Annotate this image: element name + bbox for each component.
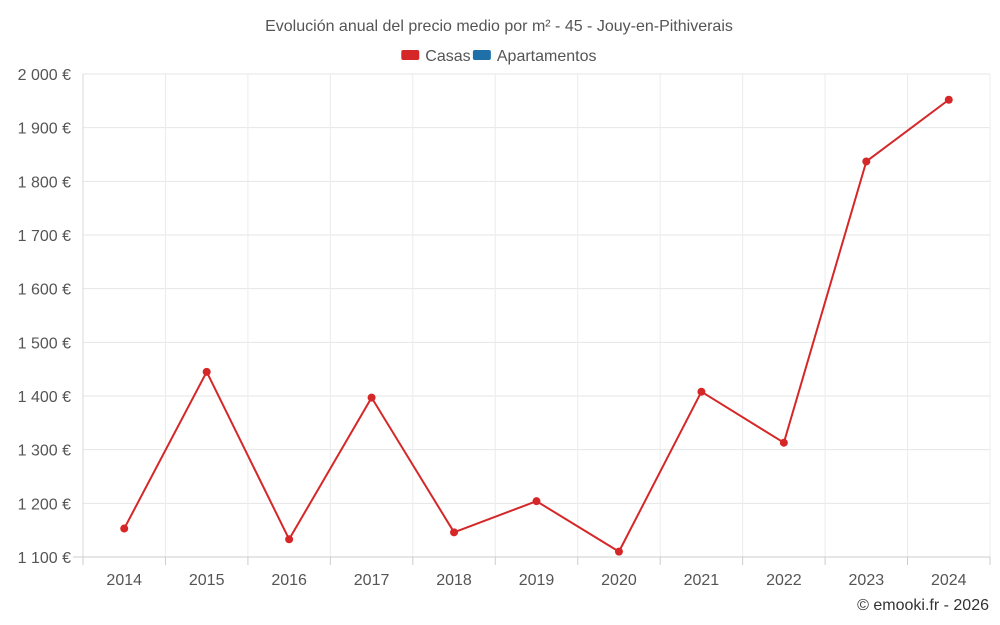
data-point[interactable]: [779, 438, 788, 447]
legend: Casas Apartamentos: [401, 48, 596, 65]
x-tick-label: 2016: [271, 572, 307, 589]
x-tick-label: 2018: [436, 572, 472, 589]
x-tick-label: 2019: [519, 572, 555, 589]
data-point[interactable]: [862, 157, 871, 166]
x-tick-label: 2015: [189, 572, 225, 589]
data-point[interactable]: [532, 497, 541, 506]
y-tick-label: 1 100 €: [18, 550, 71, 567]
credit-text: © emooki.fr - 2026: [857, 597, 989, 614]
x-tick-label: 2024: [931, 572, 967, 589]
y-tick-label: 1 600 €: [18, 282, 71, 299]
data-point[interactable]: [944, 95, 953, 104]
x-tick-label: 2021: [684, 572, 720, 589]
data-point[interactable]: [367, 393, 376, 402]
legend-swatch: [401, 50, 420, 60]
legend-label: Casas: [425, 48, 470, 65]
data-point[interactable]: [450, 528, 459, 537]
legend-item-apartamentos[interactable]: Apartamentos: [472, 48, 597, 65]
x-tick-label: 2014: [106, 572, 142, 589]
y-tick-label: 1 300 €: [18, 443, 71, 460]
x-axis: 2014 2015 2016 2017 2018 2019 2020 2021 2022 2023…: [73, 556, 991, 589]
x-tick-label: 2023: [849, 572, 885, 589]
data-point[interactable]: [697, 387, 706, 396]
y-tick-label: 1 700 €: [18, 228, 71, 245]
y-tick-label: 1 500 €: [18, 335, 71, 352]
y-tick-label: 1 900 €: [18, 121, 71, 138]
data-point[interactable]: [285, 535, 294, 544]
series-layer: [120, 95, 953, 556]
legend-label: Apartamentos: [497, 48, 597, 65]
x-tick-label: 2022: [766, 572, 802, 589]
y-tick-label: 1 400 €: [18, 389, 71, 406]
data-point[interactable]: [120, 524, 129, 533]
legend-swatch: [472, 50, 491, 60]
data-point[interactable]: [202, 367, 211, 376]
chart-title: Evolución anual del precio medio por m² …: [265, 18, 733, 35]
y-tick-label: 1 800 €: [18, 174, 71, 191]
grid: [82, 73, 991, 558]
y-tick-label: 2 000 €: [18, 67, 71, 84]
legend-item-casas[interactable]: Casas: [401, 48, 471, 65]
y-axis: 1 100 € 1 200 € 1 300 € 1 400 € 1 500 € 1 600…: [18, 67, 71, 567]
x-tick-label: 2017: [354, 572, 390, 589]
y-tick-label: 1 200 €: [18, 496, 71, 513]
data-point[interactable]: [614, 547, 623, 556]
x-tick-label: 2020: [601, 572, 637, 589]
